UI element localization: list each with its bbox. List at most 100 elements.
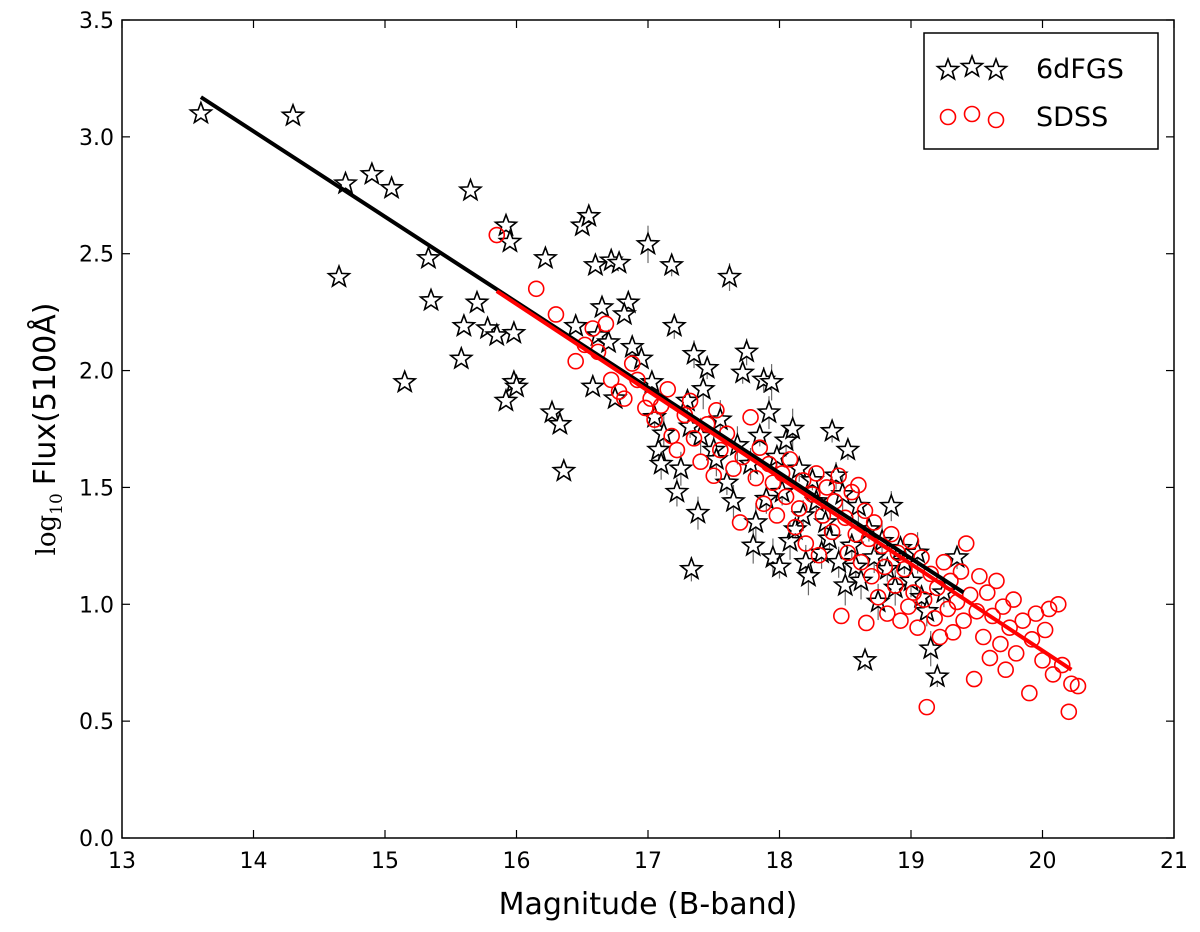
data-point-sdss: [755, 495, 773, 513]
data-point-sdss: [790, 500, 808, 517]
data-point-6dfgs: [664, 478, 690, 503]
data-point-6dfgs: [777, 527, 803, 552]
data-point-sdss: [915, 591, 933, 608]
data-point-sdss: [902, 532, 920, 550]
data-point-6dfgs: [606, 249, 632, 274]
y-tick-label: 3.5: [79, 9, 114, 34]
data-point-sdss: [659, 380, 677, 398]
data-point-sdss: [997, 661, 1014, 679]
y-tick-label: 0.0: [79, 827, 114, 852]
data-point-sdss: [823, 523, 841, 541]
data-point-sdss: [926, 610, 943, 627]
data-point-sdss: [971, 567, 988, 585]
data-point-6dfgs: [326, 263, 352, 288]
data-point-sdss: [668, 441, 686, 459]
data-point-sdss: [646, 411, 663, 428]
data-point-sdss: [725, 460, 742, 478]
data-point-6dfgs: [674, 387, 701, 412]
data-point-6dfgs: [595, 329, 622, 354]
data-point-sdss: [856, 502, 874, 520]
series-6dfgs: [188, 100, 970, 688]
data-point-6dfgs: [563, 312, 589, 337]
data-point-6dfgs: [280, 102, 306, 127]
data-point-6dfgs: [848, 567, 874, 592]
y-axis-label: log10 Flux(5100Å): [27, 303, 67, 556]
data-point-sdss: [965, 670, 983, 688]
data-point-6dfgs: [773, 427, 799, 452]
data-point-sdss: [1007, 645, 1025, 662]
data-point-sdss: [708, 402, 725, 419]
data-point-sdss: [777, 488, 795, 506]
data-point-6dfgs: [924, 663, 950, 688]
legend-marker-sdss: [963, 105, 981, 123]
data-point-6dfgs: [690, 376, 716, 401]
x-tick-label: 21: [1160, 849, 1188, 874]
legend: 6dFGS SDSS: [923, 32, 1159, 150]
data-point-6dfgs: [418, 287, 444, 312]
data-point-6dfgs: [539, 399, 565, 424]
data-point-6dfgs: [816, 525, 843, 550]
data-point-6dfgs: [415, 245, 442, 270]
data-point-6dfgs: [635, 231, 661, 256]
data-point-sdss: [1049, 595, 1067, 613]
y-tick-label: 0.5: [79, 710, 114, 735]
data-point-6dfgs: [661, 312, 687, 337]
data-point-sdss: [637, 399, 654, 417]
data-point-sdss: [810, 546, 828, 564]
data-point-6dfgs: [852, 647, 878, 672]
data-point-6dfgs: [619, 333, 645, 358]
data-point-sdss: [751, 439, 769, 456]
plot-area: [121, 19, 1175, 839]
data-point-sdss: [1060, 703, 1078, 721]
data-point-6dfgs: [392, 369, 418, 394]
x-tick-label: 17: [634, 849, 662, 874]
data-point-sdss: [547, 306, 565, 323]
data-point-sdss: [818, 479, 836, 496]
data-point-sdss: [705, 467, 723, 485]
data-point-6dfgs: [639, 369, 665, 394]
x-axis: 13 14 15 16 17 18 19 20 21: [108, 20, 1188, 874]
data-point-6dfgs: [611, 301, 638, 326]
data-point-6dfgs: [756, 399, 782, 424]
data-point-6dfgs: [795, 562, 822, 587]
data-point-sdss: [984, 607, 1001, 625]
data-point-6dfgs: [580, 373, 606, 398]
legend-marker-6dfgs: [959, 53, 985, 78]
data-point-sdss: [781, 451, 799, 468]
data-point-sdss: [952, 563, 970, 580]
data-point-sdss: [900, 598, 917, 615]
data-point-6dfgs: [740, 532, 766, 557]
data-point-6dfgs: [843, 553, 869, 578]
data-point-6dfgs: [332, 170, 359, 195]
data-point-6dfgs: [845, 492, 872, 517]
data-point-6dfgs: [551, 457, 577, 482]
legend-label-sdss: SDSS: [1036, 102, 1108, 133]
data-point-6dfgs: [779, 415, 806, 440]
data-point-6dfgs: [760, 544, 786, 569]
x-tick-label: 18: [766, 849, 794, 874]
data-point-sdss: [663, 427, 680, 445]
data-point-sdss: [918, 698, 936, 716]
data-point-6dfgs: [645, 436, 672, 461]
y-tick-label: 2.0: [79, 360, 114, 385]
x-tick-label: 16: [503, 849, 531, 874]
data-point-6dfgs: [378, 174, 405, 200]
data-point-6dfgs: [758, 369, 785, 394]
data-point-6dfgs: [839, 532, 865, 557]
data-point-sdss: [1053, 656, 1071, 674]
data-point-6dfgs: [589, 294, 615, 319]
fit-line: [199, 95, 965, 595]
legend-marker-sdss: [939, 108, 957, 126]
data-point-6dfgs: [493, 212, 519, 237]
data-point-sdss: [681, 392, 699, 410]
data-point-6dfgs: [714, 469, 740, 494]
data-point-sdss: [879, 605, 896, 622]
data-point-6dfgs: [648, 450, 674, 475]
y-axis: 0.0 0.5 1.0 1.5 2.0 2.5 3.0 3.5: [79, 9, 1174, 852]
data-point-sdss: [886, 577, 904, 594]
data-point-6dfgs: [501, 319, 527, 344]
data-point-6dfgs: [835, 436, 861, 461]
legend-label-6dfgs: 6dFGS: [1036, 54, 1124, 85]
data-point-6dfgs: [944, 544, 970, 569]
data-point-6dfgs: [615, 289, 641, 314]
